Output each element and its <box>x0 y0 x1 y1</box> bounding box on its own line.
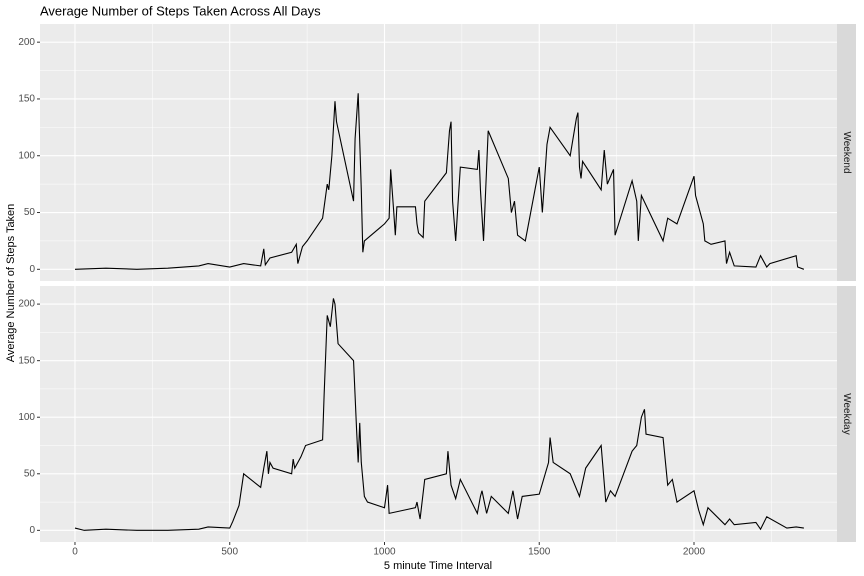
panel-background <box>40 286 837 542</box>
y-tick-label: 50 <box>24 468 36 479</box>
facet-label: Weekend <box>841 131 852 173</box>
y-axis-title: Average Number of Steps Taken <box>5 204 17 363</box>
y-tick-label: 0 <box>29 264 35 275</box>
series-line <box>74 298 804 531</box>
y-tick-label: 100 <box>18 150 35 161</box>
y-tick-label: 150 <box>18 94 35 105</box>
y-tick-label: 0 <box>29 525 35 536</box>
series-line <box>74 93 805 270</box>
x-tick-label: 1000 <box>373 547 396 558</box>
x-tick-label: 2000 <box>683 547 706 558</box>
x-axis-title: 5 minute Time Interval <box>384 560 492 572</box>
facet-strip <box>837 286 856 542</box>
y-tick-label: 100 <box>18 412 35 423</box>
y-tick-label: 200 <box>18 37 35 48</box>
chart-title: Average Number of Steps Taken Across All… <box>40 3 321 18</box>
y-tick-label: 50 <box>24 207 36 218</box>
x-tick-label: 1500 <box>528 547 551 558</box>
y-tick-label: 150 <box>18 355 35 366</box>
x-tick-label: 500 <box>221 547 238 558</box>
facet-label: Weekday <box>841 393 852 435</box>
x-tick-label: 0 <box>72 547 78 558</box>
facet-strip <box>837 24 856 281</box>
y-tick-label: 200 <box>18 299 35 310</box>
